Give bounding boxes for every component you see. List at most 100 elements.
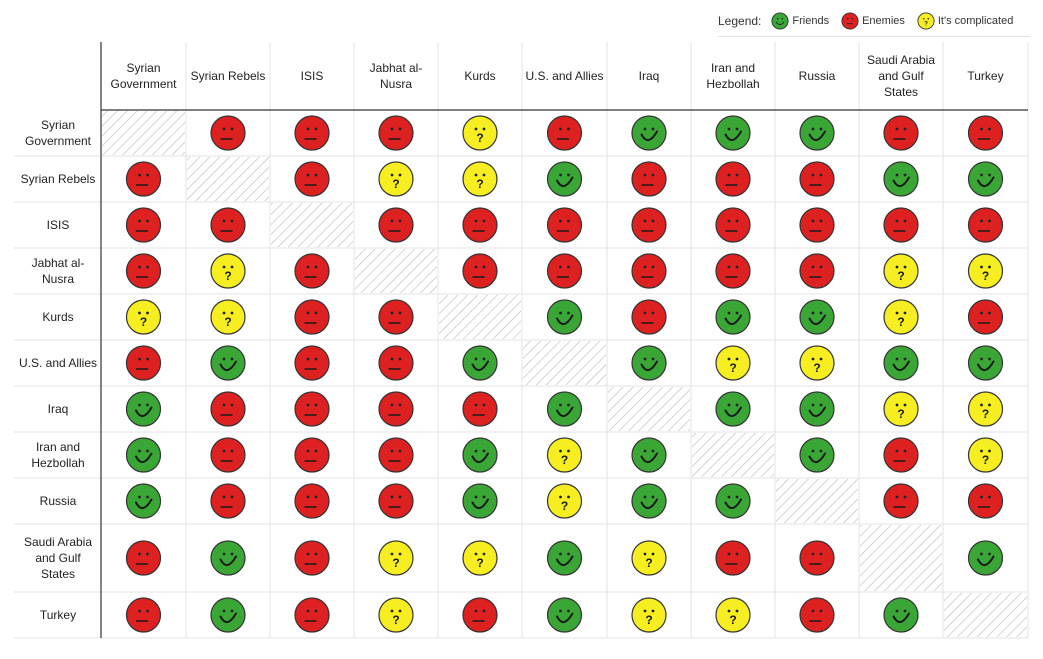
enemy-face xyxy=(378,345,414,381)
enemies-face-icon xyxy=(841,12,859,30)
row-header: U.S. and Allies xyxy=(19,356,97,370)
row-header-line: Hezbollah xyxy=(31,456,84,470)
complicated-face: ? xyxy=(462,540,498,576)
complicated-face: ? xyxy=(462,115,498,151)
friend-face xyxy=(715,299,751,335)
self-cell xyxy=(439,295,521,339)
self-cell xyxy=(523,341,606,385)
enemy-face xyxy=(294,253,330,289)
complicated-face: ? xyxy=(715,597,751,633)
friend-face xyxy=(546,299,583,335)
cells: ?????????????????????? xyxy=(102,111,1027,637)
column-header-line: Saudi Arabia xyxy=(867,53,935,67)
column-header: Iraq xyxy=(639,69,660,83)
svg-text:?: ? xyxy=(476,556,483,570)
enemy-face xyxy=(294,345,330,381)
complicated-face: ? xyxy=(883,253,919,289)
complicated-face: ? xyxy=(883,299,919,335)
column-header: Iran and Hezbollah xyxy=(706,61,759,91)
enemy-face xyxy=(715,207,751,243)
friend-face xyxy=(546,161,583,197)
svg-text:?: ? xyxy=(813,361,820,375)
complicated-face: ? xyxy=(378,540,414,576)
enemy-face xyxy=(294,540,330,576)
column-header-line: Syrian Rebels xyxy=(191,69,266,83)
enemy-face xyxy=(125,207,162,243)
friend-face xyxy=(715,391,751,427)
friend-face xyxy=(967,345,1004,381)
enemy-face xyxy=(799,253,835,289)
svg-text:?: ? xyxy=(476,131,483,145)
legend-label-enemies: Enemies xyxy=(862,15,905,27)
svg-text:?: ? xyxy=(392,177,399,191)
enemy-face xyxy=(378,207,414,243)
column-header: Saudi Arabia and Gulf States xyxy=(867,53,935,99)
column-header: Russia xyxy=(799,69,836,83)
enemy-face xyxy=(125,597,162,633)
friend-face xyxy=(462,345,498,381)
enemy-face xyxy=(799,207,835,243)
friend-face xyxy=(210,540,246,576)
friend-face xyxy=(799,391,835,427)
legend-title: Legend: xyxy=(718,14,762,28)
svg-text:?: ? xyxy=(924,21,928,28)
svg-text:?: ? xyxy=(392,556,399,570)
svg-text:?: ? xyxy=(224,315,231,329)
svg-text:?: ? xyxy=(982,453,989,467)
column-header-line: U.S. and Allies xyxy=(525,69,603,83)
svg-text:?: ? xyxy=(392,613,399,627)
svg-text:?: ? xyxy=(476,177,483,191)
legend-item-complicated: ? It's complicated xyxy=(917,12,1013,30)
friend-face xyxy=(967,161,1004,197)
enemy-face xyxy=(883,207,919,243)
svg-text:?: ? xyxy=(645,556,652,570)
column-header-line: Turkey xyxy=(967,69,1003,83)
friend-face xyxy=(462,437,498,473)
enemy-face xyxy=(967,483,1004,519)
complicated-face: ? xyxy=(546,437,583,473)
complicated-face: ? xyxy=(715,345,751,381)
row-header-line: Nusra xyxy=(42,272,74,286)
enemy-face xyxy=(125,540,162,576)
svg-text:?: ? xyxy=(645,613,652,627)
enemy-face xyxy=(462,253,498,289)
enemy-face xyxy=(210,391,246,427)
self-cell xyxy=(860,525,942,591)
column-header-line: Iraq xyxy=(639,69,660,83)
enemy-face xyxy=(799,597,835,633)
friend-face xyxy=(210,345,246,381)
complicated-face-icon: ? xyxy=(917,12,935,30)
enemy-face xyxy=(294,391,330,427)
enemy-face xyxy=(294,483,330,519)
column-header: Syrian Rebels xyxy=(191,69,266,83)
row-header-line: and Gulf xyxy=(35,551,81,565)
friend-face xyxy=(631,115,667,151)
enemy-face xyxy=(883,483,919,519)
row-header: Kurds xyxy=(42,310,73,324)
legend-label-complicated: It's complicated xyxy=(937,15,1014,27)
enemy-face xyxy=(462,597,498,633)
column-header-line: ISIS xyxy=(301,69,324,83)
complicated-face: ? xyxy=(631,540,667,576)
self-cell xyxy=(271,203,353,247)
complicated-face: ? xyxy=(883,391,919,427)
enemy-face xyxy=(799,161,835,197)
complicated-face: ? xyxy=(631,597,667,633)
svg-text:?: ? xyxy=(982,269,989,283)
enemy-face xyxy=(631,207,667,243)
column-header-line: Kurds xyxy=(464,69,495,83)
enemy-face xyxy=(125,345,162,381)
complicated-face: ? xyxy=(546,483,583,519)
row-header-line: U.S. and Allies xyxy=(19,356,97,370)
complicated-face: ? xyxy=(378,597,414,633)
complicated-face: ? xyxy=(378,161,414,197)
column-header-line: Syrian xyxy=(126,61,160,75)
row-header-line: Syrian Rebels xyxy=(21,172,96,186)
enemy-face xyxy=(462,391,498,427)
row-header-line: States xyxy=(41,567,75,581)
complicated-face: ? xyxy=(210,299,246,335)
friend-face xyxy=(799,437,835,473)
legend-item-friends: Friends xyxy=(771,12,829,30)
friend-face xyxy=(125,391,162,427)
enemy-face xyxy=(125,161,162,197)
